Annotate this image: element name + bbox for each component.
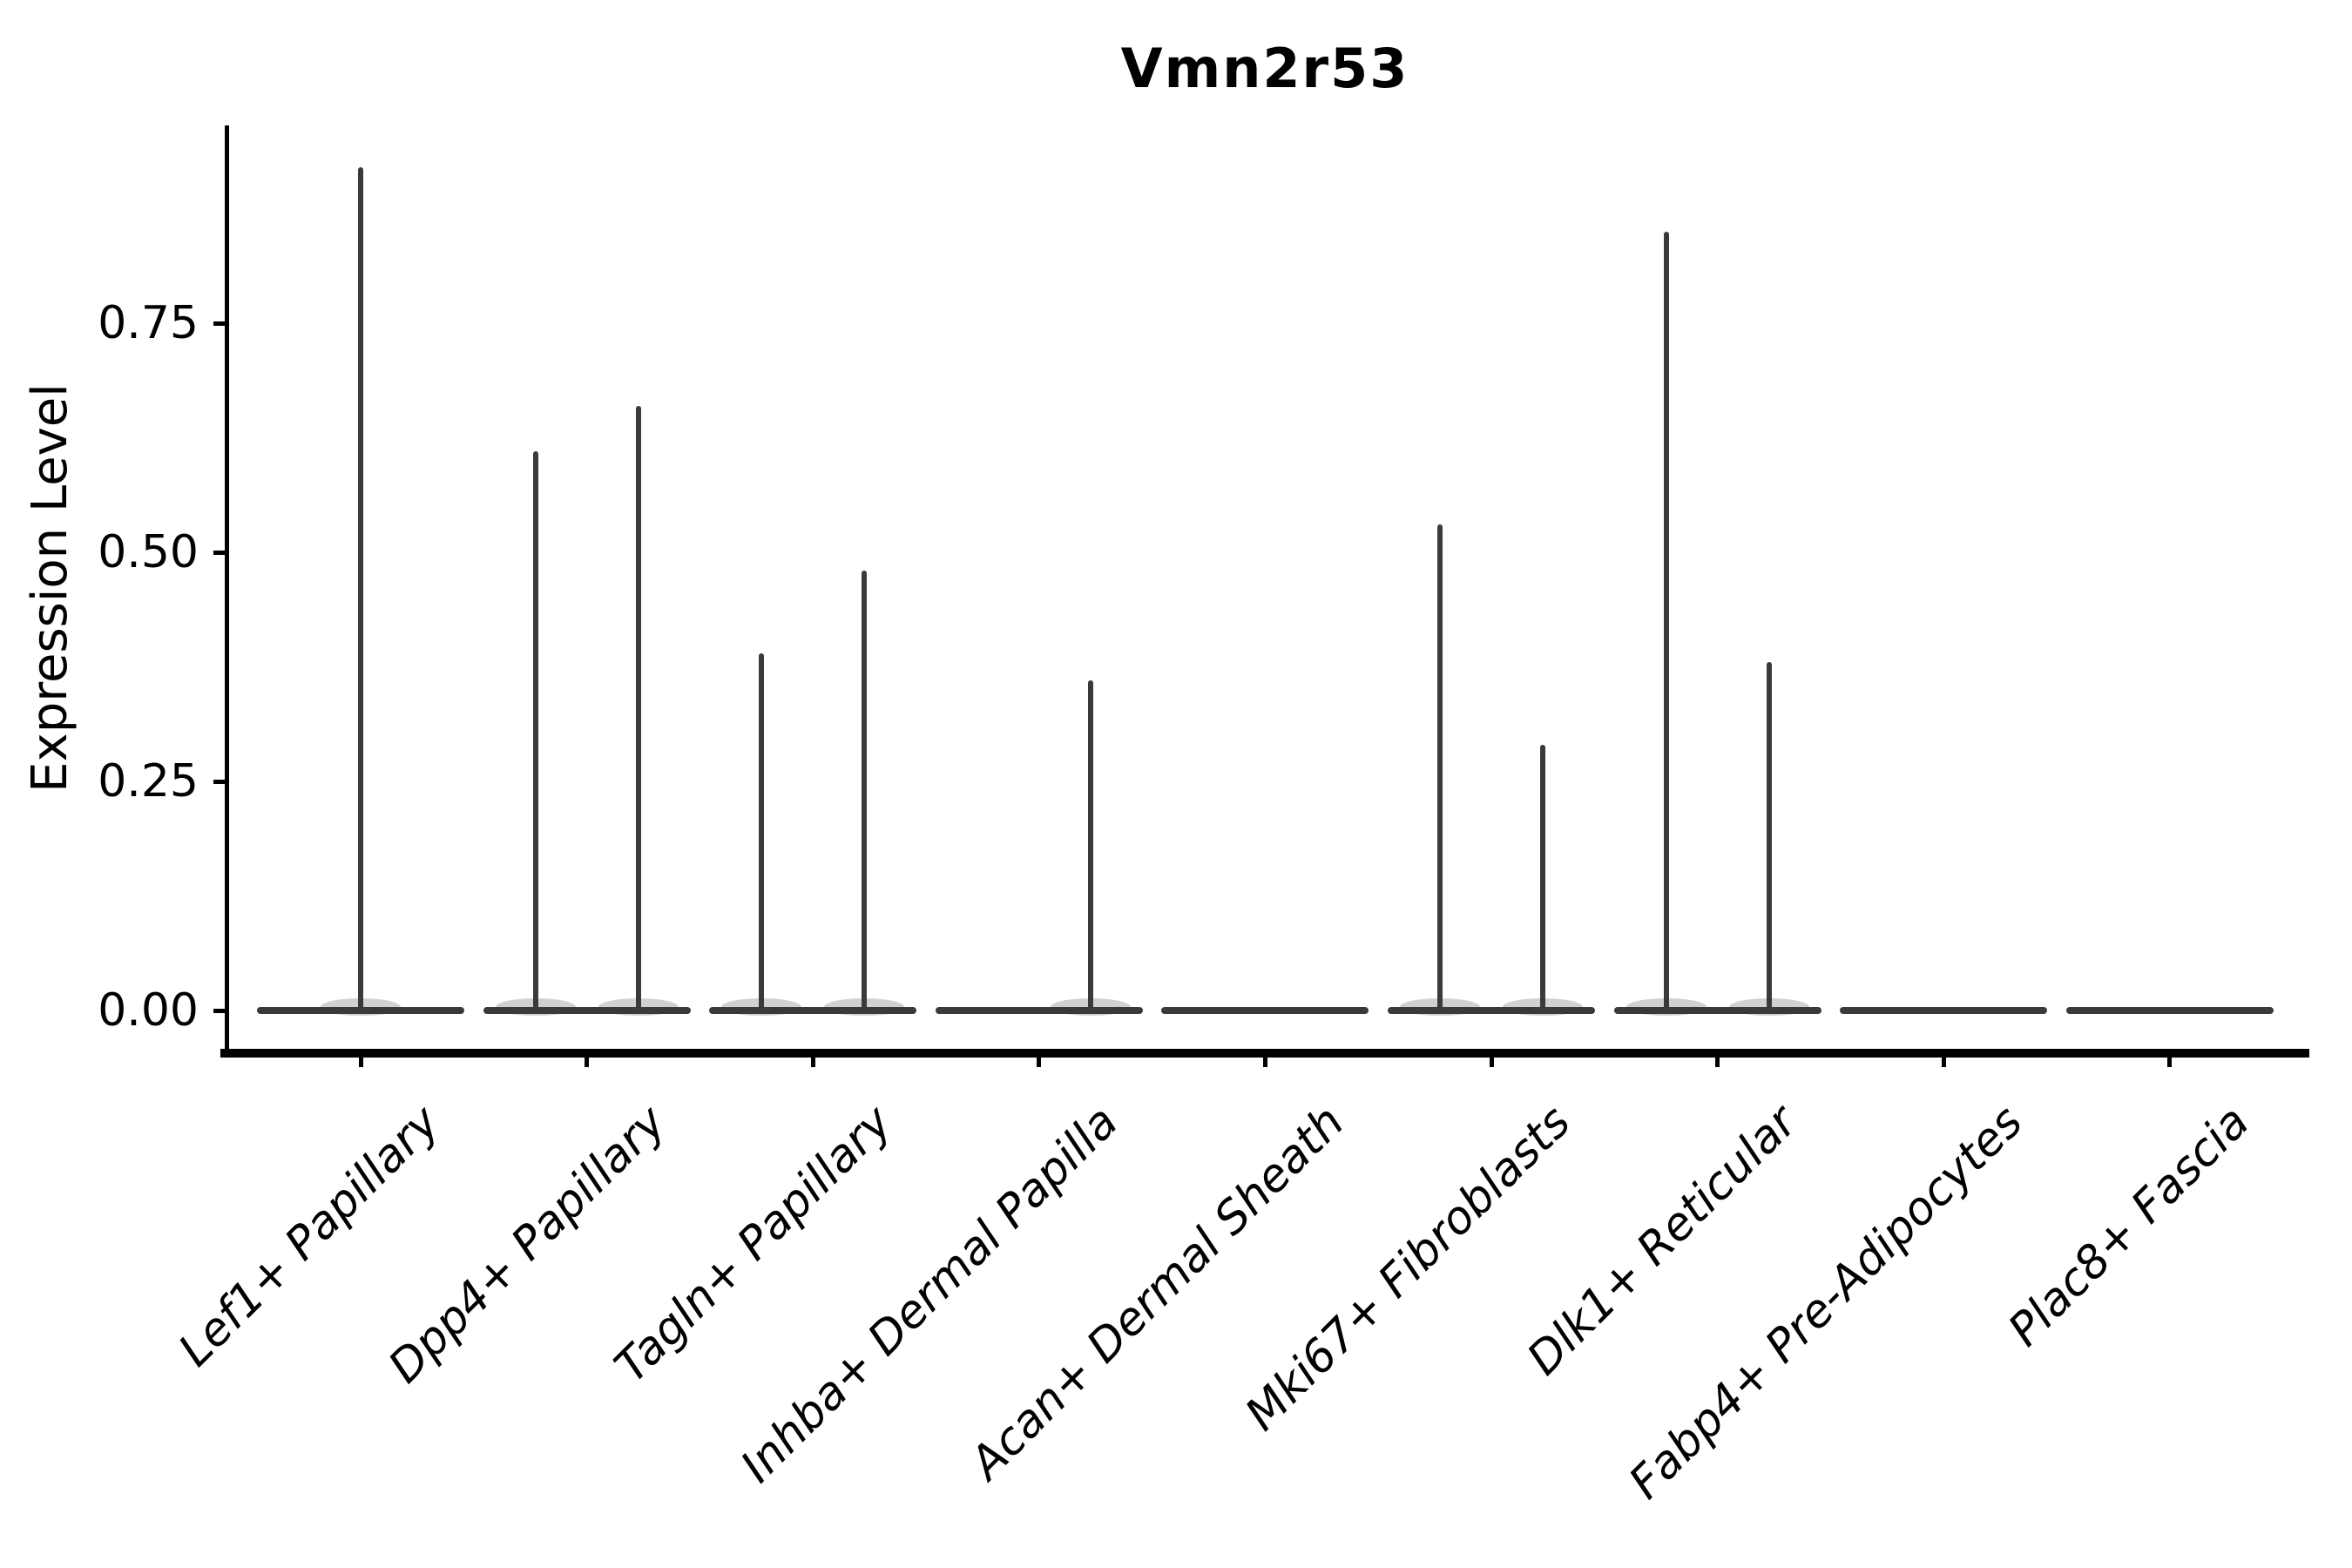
violin-spike — [358, 167, 363, 1010]
x-axis-tick — [585, 1058, 590, 1067]
y-axis-tick — [213, 550, 225, 555]
violin-spike — [1437, 524, 1443, 1010]
x-axis-tick — [1489, 1058, 1494, 1067]
violin-spike — [862, 571, 868, 1010]
y-tick-label: 0.25 — [98, 755, 199, 808]
violin-base — [2065, 1007, 2274, 1014]
x-axis-tick — [1941, 1058, 1946, 1067]
violin-spike — [1087, 680, 1093, 1010]
x-tick-label: Plac8+ Fascia — [1997, 1096, 2260, 1357]
violin-base — [1161, 1007, 1369, 1014]
x-axis-tick — [1037, 1058, 1042, 1067]
violin-spike — [1766, 662, 1772, 1010]
x-axis-tick — [2167, 1058, 2173, 1067]
x-axis-tick — [1262, 1058, 1267, 1067]
violin-base — [1613, 1007, 1821, 1014]
y-axis-tick — [213, 321, 225, 326]
plot-title: Vmn2r53 — [1120, 37, 1409, 100]
violin-spike — [759, 652, 765, 1010]
violin-base — [1840, 1007, 2048, 1014]
violin-base — [257, 1007, 464, 1014]
x-tick-label: Acan+ Dermal Sheath — [960, 1096, 1355, 1490]
x-tick-label: Inhba+ Dermal Papilla — [731, 1096, 1129, 1493]
violin-base — [935, 1007, 1143, 1014]
y-axis-spine — [225, 125, 229, 1058]
x-tick-label: Fabp4+ Pre-Adipocytes — [1619, 1096, 2033, 1510]
violin-base — [1388, 1007, 1595, 1014]
x-axis-spine — [220, 1049, 2309, 1058]
violin-spike — [635, 405, 641, 1010]
x-axis-tick — [358, 1058, 363, 1067]
violin-spike — [1663, 231, 1669, 1010]
y-axis-tick — [213, 779, 225, 784]
x-axis-tick — [1715, 1058, 1720, 1067]
y-axis-tick — [213, 1008, 225, 1013]
violin-spike — [1540, 744, 1545, 1010]
y-tick-label: 0.75 — [98, 297, 199, 349]
x-axis-tick — [810, 1058, 815, 1067]
violin-base — [709, 1007, 917, 1014]
y-tick-label: 0.50 — [98, 526, 199, 578]
violin-spike — [532, 451, 538, 1010]
violin-base — [483, 1007, 691, 1014]
y-tick-label: 0.00 — [98, 984, 199, 1037]
